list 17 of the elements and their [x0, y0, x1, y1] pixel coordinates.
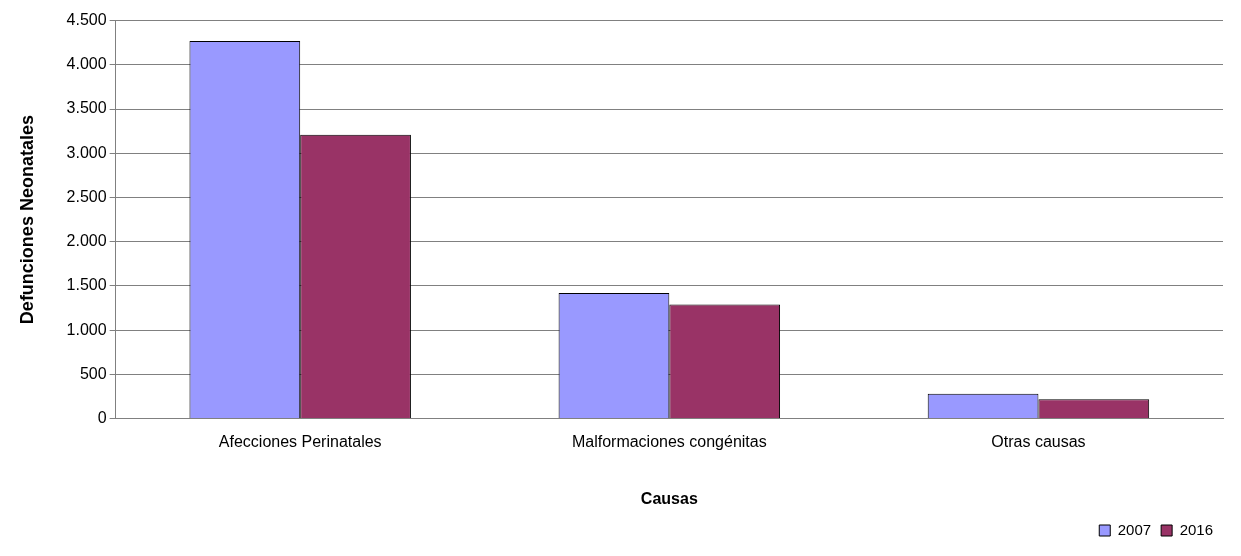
y-tick-label: 1.500: [66, 276, 107, 294]
y-tick-label: 3.000: [66, 143, 107, 161]
y-tick-label: 500: [79, 364, 107, 382]
y-tick-label: 4.500: [66, 11, 107, 29]
y-tick-label: 3.500: [66, 99, 107, 117]
y-tick-label: 2.000: [66, 232, 107, 250]
x-axis-title: Causas: [640, 489, 698, 507]
legend-label: 2016: [1179, 520, 1214, 538]
x-tick-label: Otras causas: [991, 432, 1086, 450]
y-tick-label: 0: [97, 409, 107, 427]
x-tick-label: Malformaciones congénitas: [571, 432, 767, 450]
legend-label: 2007: [1117, 520, 1152, 538]
y-tick-label: 1.000: [66, 320, 107, 338]
y-tick-label: 4.000: [66, 55, 107, 73]
y-tick-label: 2.500: [66, 187, 107, 205]
x-tick-label: Afecciones Perinatales: [218, 432, 382, 450]
y-axis-title: Defunciones Neonatales: [16, 115, 37, 325]
